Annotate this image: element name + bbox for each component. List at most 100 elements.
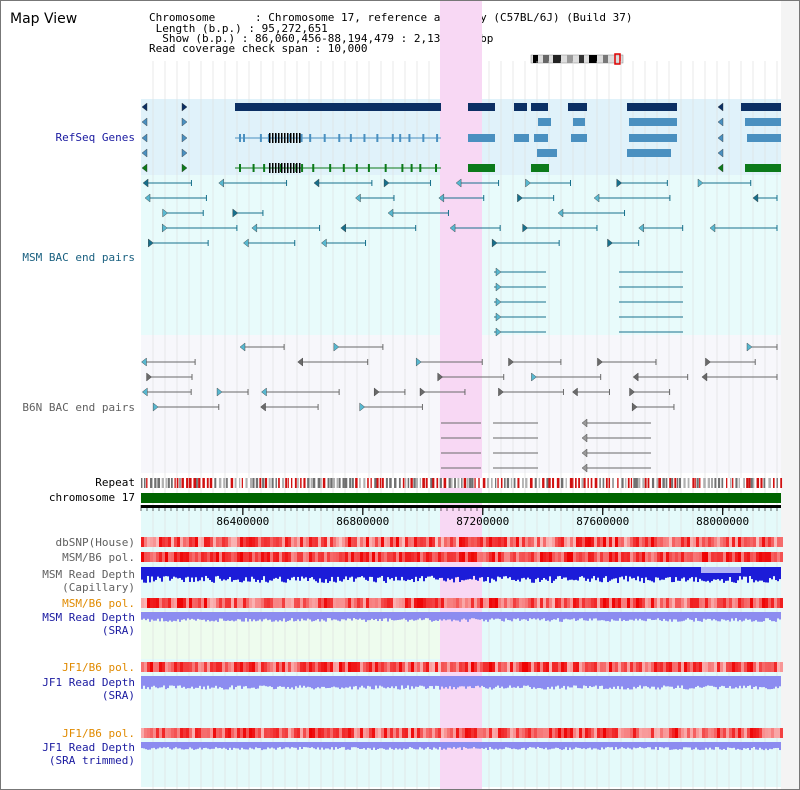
msm-b6-pol-heat-2 <box>720 598 723 608</box>
jf1-depth-trimmed <box>633 742 635 748</box>
msm-depth-capillary <box>279 567 281 577</box>
repeat-feature <box>255 478 259 488</box>
msm-b6-pol-heat <box>444 552 447 562</box>
track-label-msm-depth-capillary-sub: (Capillary) <box>62 581 135 594</box>
repeat-feature <box>510 478 513 488</box>
jf1-b6-pol-heat <box>618 662 621 672</box>
repeat-feature <box>141 478 143 488</box>
jf1-depth-sra <box>153 676 155 686</box>
gene-exon <box>338 134 341 142</box>
jf1-b6-pol-heat <box>675 662 678 672</box>
msm-depth-capillary <box>217 567 219 576</box>
dbsnp-heat <box>357 537 360 547</box>
msm-bac-pair-end <box>162 208 168 218</box>
msm-b6-pol-heat <box>345 552 348 562</box>
jf1-depth-trimmed <box>253 742 255 750</box>
repeat-feature <box>317 478 321 488</box>
msm-depth-sra <box>359 612 361 619</box>
msm-depth-capillary <box>621 567 623 577</box>
msm-b6-pol-heat <box>702 552 705 562</box>
jf1-depth-sra <box>531 676 533 689</box>
jf1-depth-trimmed <box>463 742 465 748</box>
msm-depth-sra <box>549 612 551 622</box>
msm-b6-pol-heat <box>573 552 576 562</box>
msm-depth-sra <box>583 612 585 621</box>
repeat-feature <box>448 478 451 488</box>
jf1-depth-trimmed <box>685 742 687 748</box>
msm-b6-pol-heat-2 <box>210 598 213 608</box>
repeat-feature <box>457 478 460 488</box>
jf1-depth-trimmed <box>497 742 499 750</box>
jf1-depth-sra <box>735 676 737 688</box>
jf1-depth-trimmed <box>711 742 713 750</box>
jf1-b6-pol-heat-2 <box>174 728 177 738</box>
jf1-depth-trimmed <box>759 742 761 748</box>
msm-depth-capillary <box>761 567 763 581</box>
jf1-depth-trimmed <box>533 742 535 748</box>
jf1-b6-pol-heat-2 <box>549 728 552 738</box>
gene-block <box>468 134 495 142</box>
dbsnp-heat <box>603 537 606 547</box>
jf1-b6-pol-heat-2 <box>381 728 384 738</box>
gene-exon-dense <box>299 163 301 173</box>
jf1-b6-pol-heat-2 <box>756 728 759 738</box>
jf1-depth-sra <box>321 676 323 687</box>
msm-depth-sra <box>173 612 175 621</box>
jf1-depth-sra <box>477 676 479 686</box>
msm-b6-pol-heat-2 <box>684 598 687 608</box>
jf1-depth-trimmed <box>289 742 291 749</box>
gene-exon-dense <box>284 163 286 173</box>
jf1-depth-trimmed <box>265 742 267 750</box>
jf1-b6-pol-heat-2 <box>186 728 189 738</box>
msm-b6-pol-heat-2 <box>339 598 342 608</box>
gene-block <box>568 103 587 111</box>
jf1-depth-sra <box>199 676 201 686</box>
jf1-b6-pol-heat-2 <box>531 728 534 738</box>
track-label-msm-bac[interactable]: MSM BAC end pairs <box>22 251 135 264</box>
jf1-b6-pol-heat-2 <box>171 728 174 738</box>
dbsnp-heat <box>189 537 192 547</box>
msm-depth-sra <box>401 612 403 620</box>
msm-b6-pol-heat-2 <box>264 598 267 608</box>
repeat-feature <box>721 478 724 488</box>
jf1-depth-trimmed <box>535 742 537 749</box>
jf1-b6-pol-heat-2 <box>270 728 273 738</box>
msm-b6-pol-heat-2 <box>363 598 366 608</box>
msm-depth-capillary <box>381 567 383 576</box>
track-label-b6n-bac[interactable]: B6N BAC end pairs <box>22 401 135 414</box>
msm-depth-sra <box>295 612 297 621</box>
jf1-depth-trimmed <box>467 742 469 749</box>
chromosome-ideogram[interactable] <box>529 53 625 65</box>
jf1-depth-sra <box>733 676 735 689</box>
msm-depth-sra <box>753 612 755 622</box>
dbsnp-heat <box>780 537 783 547</box>
repeat-feature <box>522 478 524 488</box>
gene-arrow <box>181 148 188 158</box>
msm-depth-capillary <box>553 567 555 581</box>
msm-depth-sra <box>299 612 301 622</box>
track-label-refseq[interactable]: RefSeq Genes <box>55 131 135 144</box>
msm-b6-pol-heat <box>465 552 468 562</box>
jf1-b6-pol-heat-2 <box>558 728 561 738</box>
msm-b6-pol-heat-2 <box>711 598 714 608</box>
jf1-depth-sra <box>431 676 433 687</box>
msm-b6-pol-heat-2 <box>558 598 561 608</box>
jf1-b6-pol-heat-2 <box>774 728 777 738</box>
msm-b6-pol-heat-2 <box>642 598 645 608</box>
jf1-b6-pol-heat <box>162 662 165 672</box>
jf1-depth-trimmed <box>495 742 497 749</box>
jf1-depth-sra <box>677 676 679 686</box>
msm-depth-capillary <box>597 567 599 578</box>
repeat-feature <box>262 478 265 488</box>
dbsnp-heat <box>288 537 291 547</box>
jf1-depth-sra <box>629 676 631 690</box>
gene-exon-dense <box>269 163 271 173</box>
msm-depth-capillary <box>167 567 169 577</box>
jf1-depth-sra <box>425 676 427 689</box>
msm-depth-capillary <box>697 567 699 583</box>
msm-depth-capillary <box>583 567 585 578</box>
jf1-b6-pol-heat <box>549 662 552 672</box>
msm-depth-sra <box>339 612 341 622</box>
msm-depth-capillary <box>463 567 465 581</box>
